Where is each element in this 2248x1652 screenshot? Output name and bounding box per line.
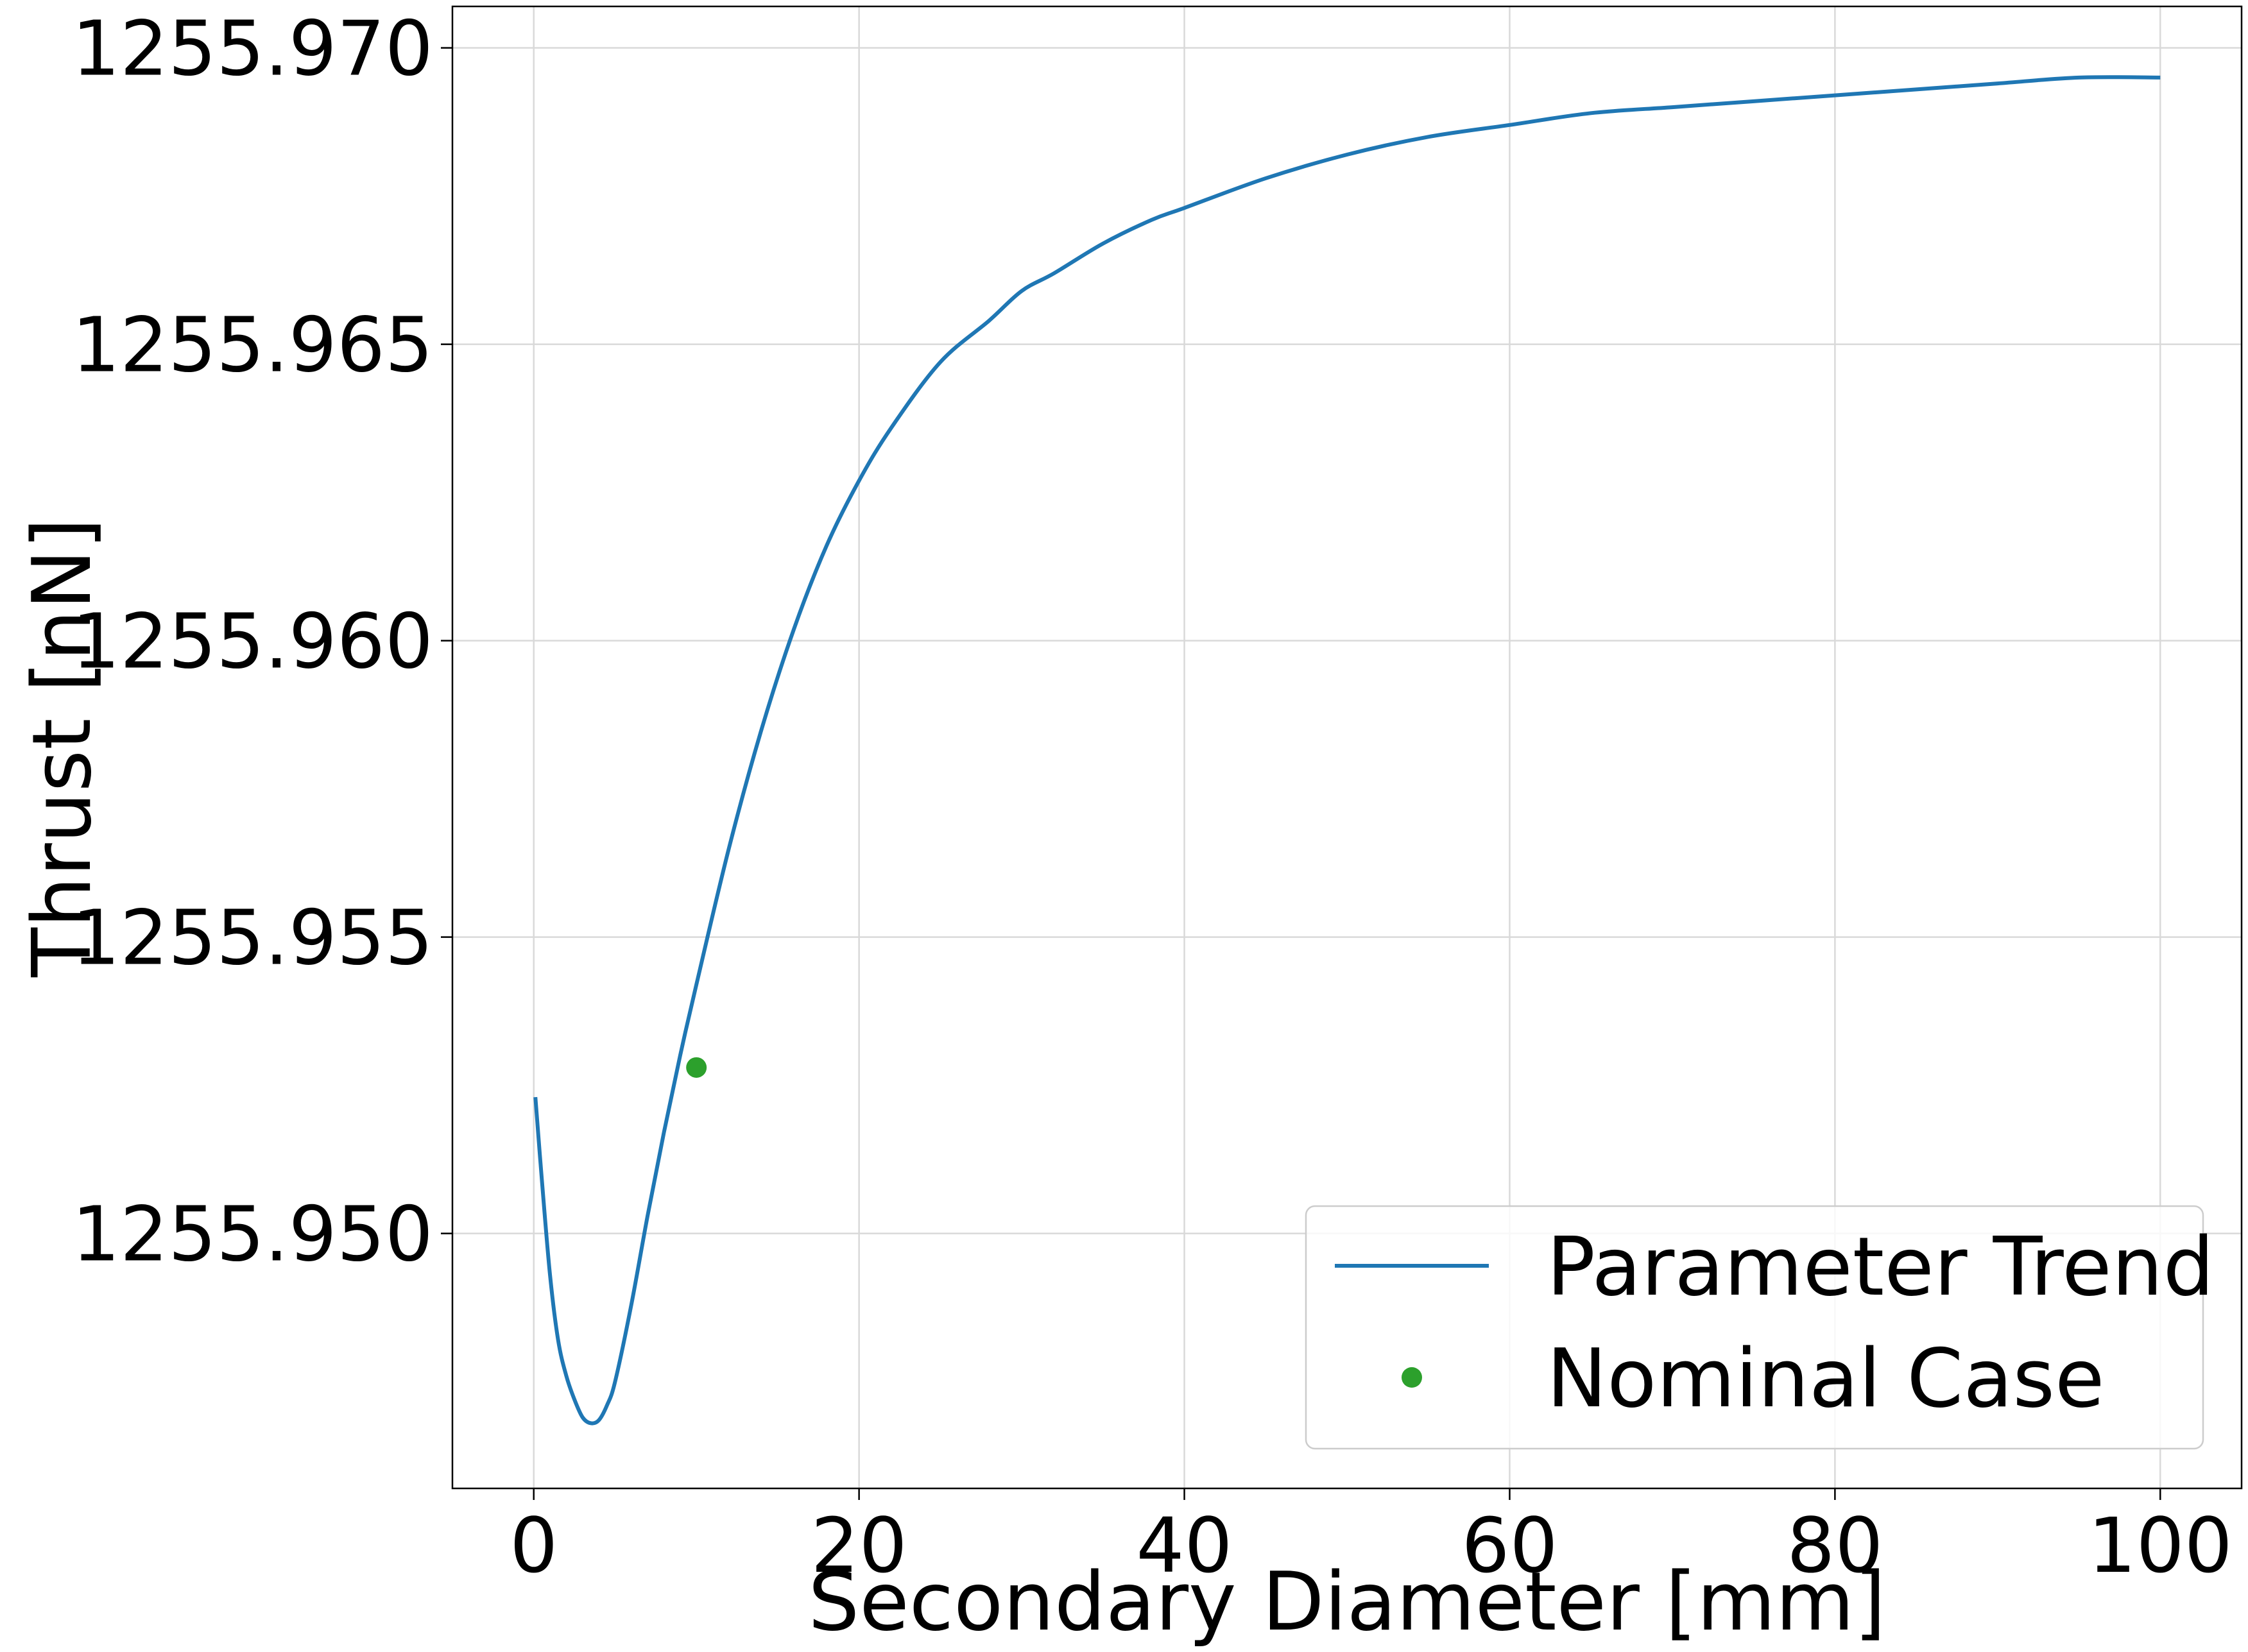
x-axis-label: Secondary Diameter [mm] [808,1554,1885,1649]
x-tick-label: 100 [2088,1501,2233,1590]
y-tick-label: 1255.965 [72,301,433,389]
parameter-trend-line [533,75,2161,1426]
y-axis-ticks: 1255.950 1255.955 1255.960 1255.965 1255.970 [72,4,452,1279]
series [533,75,2161,1426]
x-tick-label: 20 [811,1501,907,1590]
y-tick-label: 1255.955 [72,894,433,982]
legend-box [1305,1205,2204,1450]
legend-trend-label: Parameter Trend [1547,1220,2214,1314]
legend-nominal-swatch [1402,1367,1422,1388]
x-tick-label: 40 [1136,1501,1232,1590]
nominal-case-point [686,1057,707,1078]
legend-nominal-label: Nominal Case [1547,1331,2105,1426]
y-tick-label: 1255.970 [72,4,433,93]
y-tick-label: 1255.960 [72,597,433,686]
x-tick-label: 60 [1461,1501,1557,1590]
legend: Parameter Trend Nominal Case [1305,1205,2214,1450]
grid [452,6,2242,1488]
y-tick-label: 1255.950 [72,1190,433,1279]
x-tick-label: 80 [1787,1501,1883,1590]
x-axis-ticks: 0 20 40 60 80 100 [510,1488,2233,1590]
y-axis-label: Thrust [nN] [15,518,109,978]
x-tick-label: 0 [510,1501,558,1590]
plot-frame [451,5,2243,1490]
